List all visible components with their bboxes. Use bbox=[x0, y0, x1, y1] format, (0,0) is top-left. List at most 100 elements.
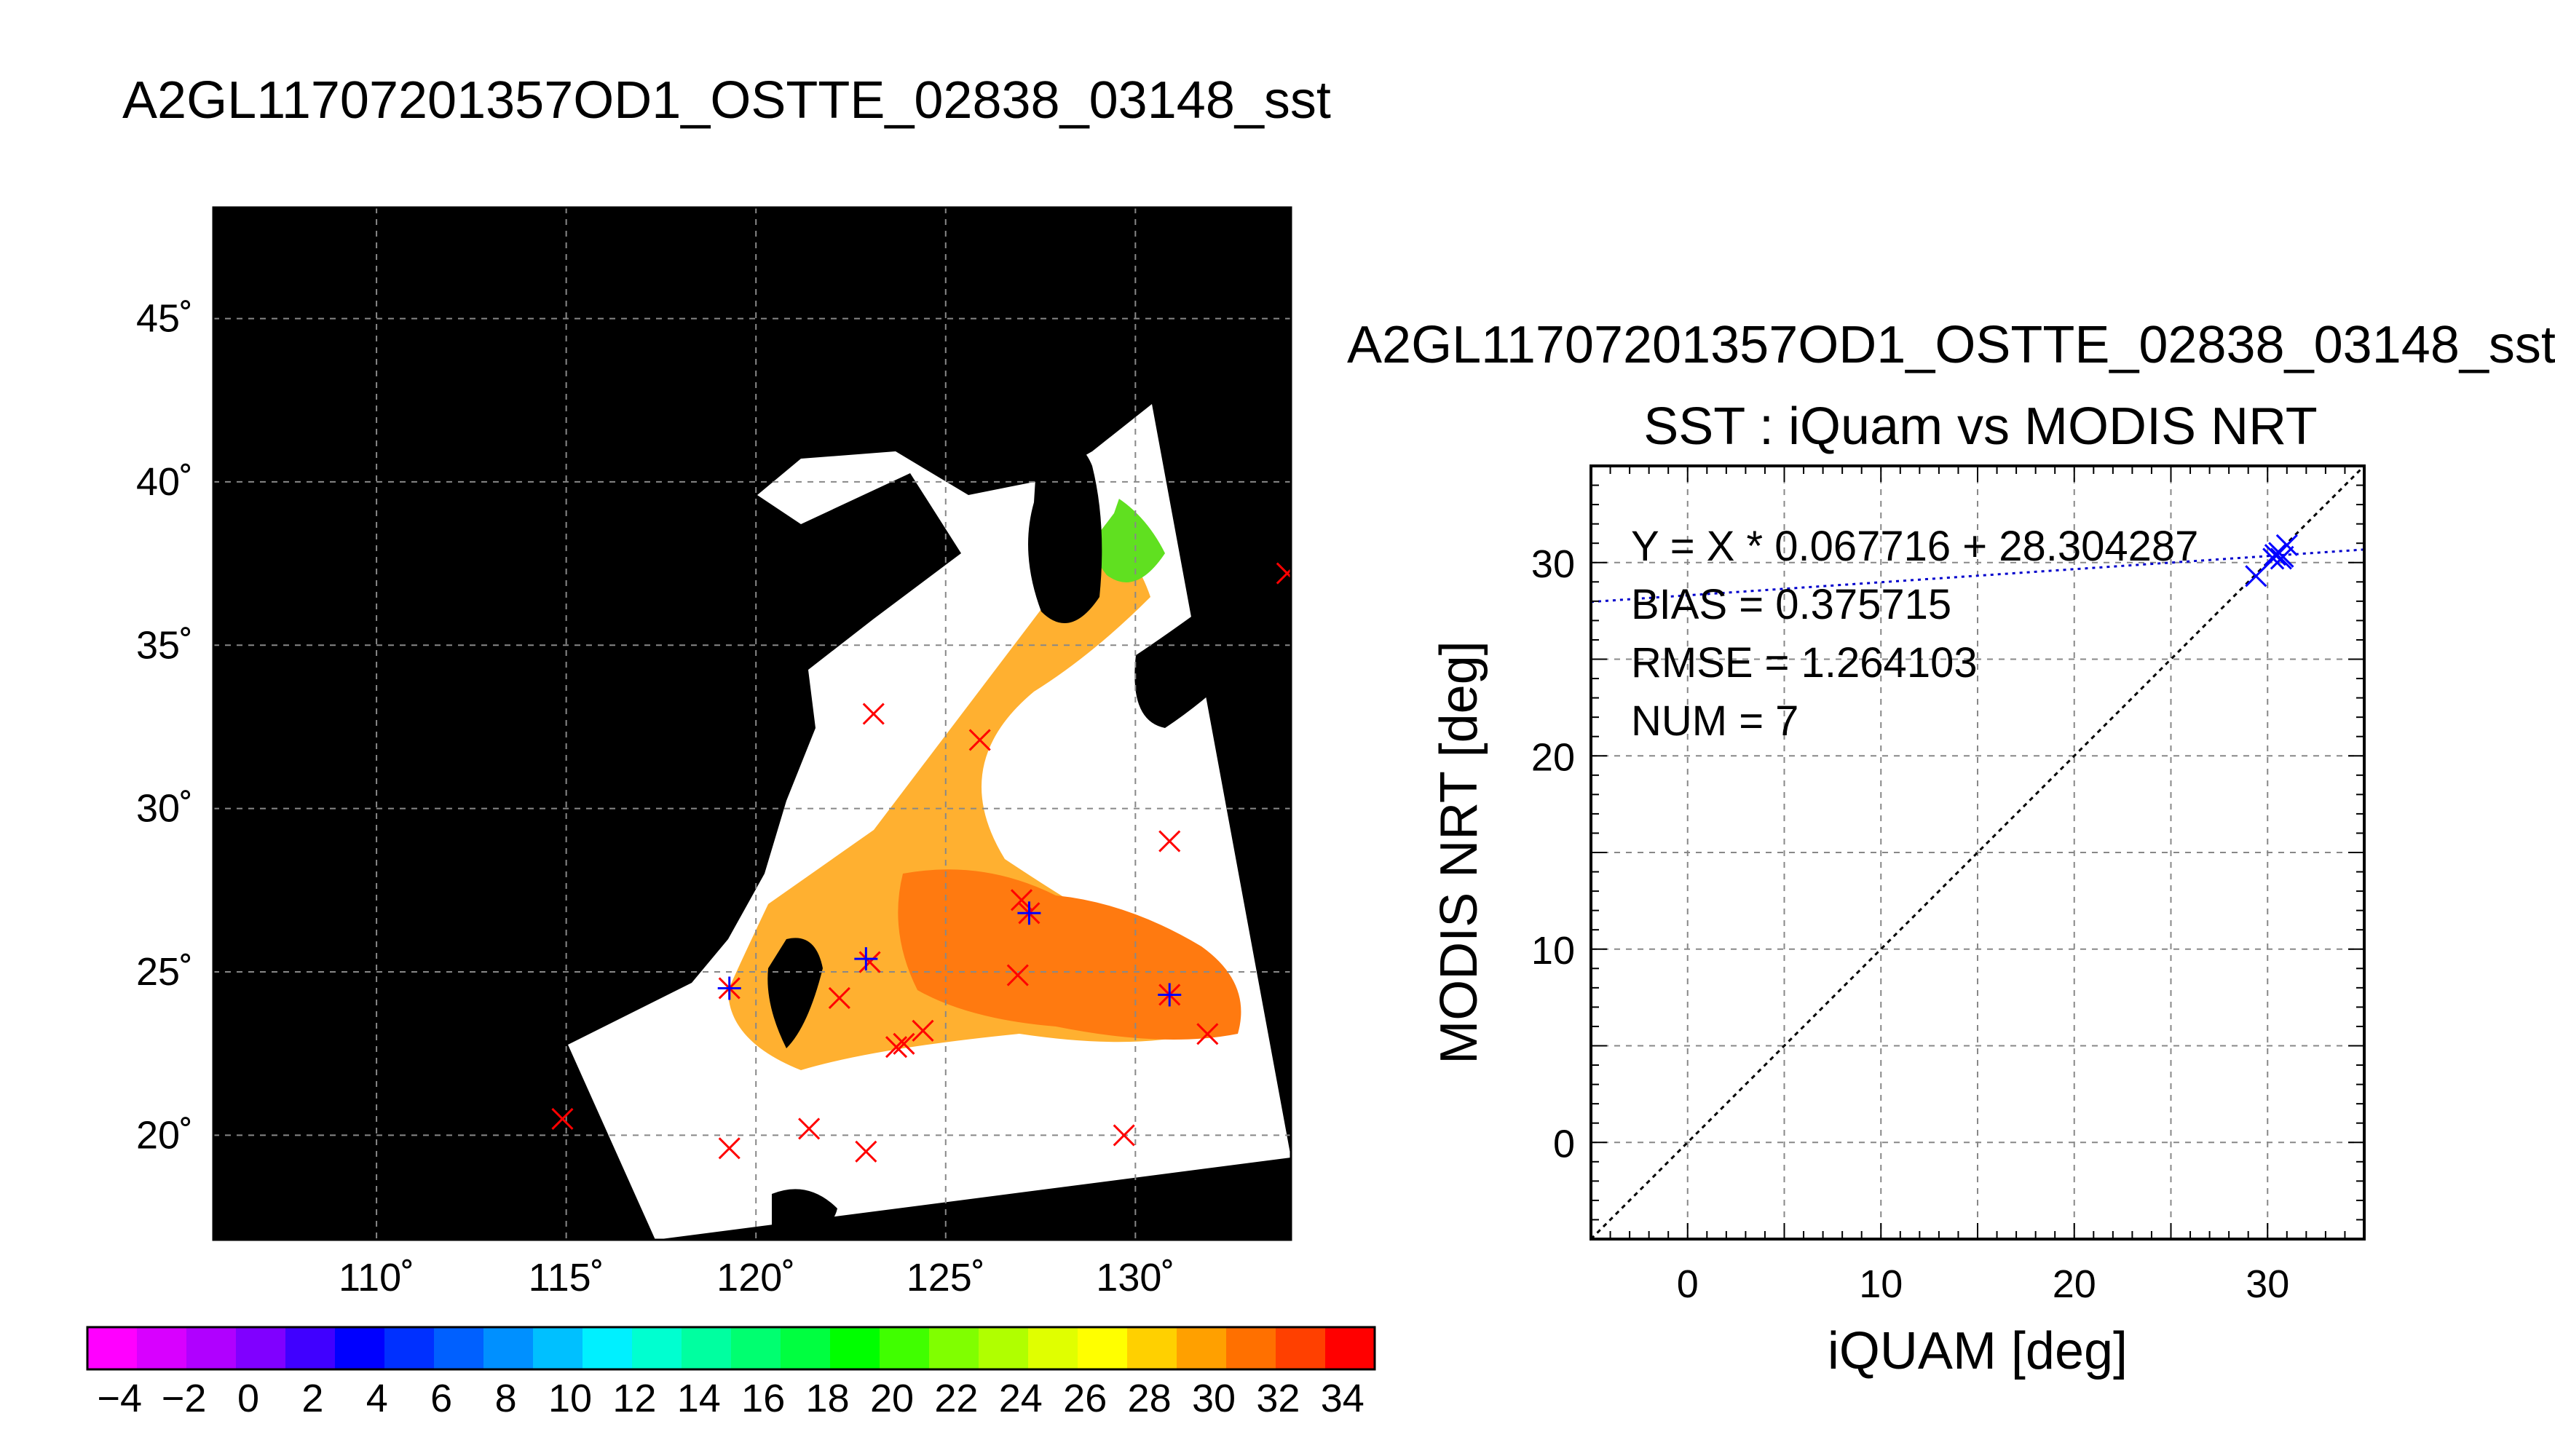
colorbar-tick-label: 34 bbox=[1321, 1377, 1365, 1420]
map-content bbox=[213, 207, 1291, 1240]
scatter-x-tick-labels: 0 10 20 30 bbox=[1677, 1262, 2290, 1306]
colorbar-tick-label: 18 bbox=[806, 1377, 850, 1420]
map-red-marker bbox=[718, 1137, 741, 1160]
marker-stroke bbox=[885, 1036, 908, 1059]
colorbar-tick-label: 24 bbox=[999, 1377, 1043, 1420]
stat-bias: BIAS = 0.375715 bbox=[1631, 581, 1951, 628]
map-red-marker bbox=[1113, 1124, 1135, 1147]
colorbar-cell bbox=[1325, 1327, 1375, 1369]
map-red-marker bbox=[551, 1107, 574, 1131]
marker-stroke bbox=[1113, 1124, 1135, 1147]
colorbar-cell bbox=[880, 1327, 930, 1369]
identity-line bbox=[1591, 466, 2364, 1239]
map-lat-tick-label: 45˚ bbox=[136, 297, 193, 341]
scatter-y-tick-label: 0 bbox=[1553, 1122, 1575, 1166]
colorbar-cell bbox=[236, 1327, 286, 1369]
colorbar-tick-label: 26 bbox=[1063, 1377, 1107, 1420]
map-red-markers bbox=[551, 562, 1291, 1163]
colorbar-tick-label: 10 bbox=[548, 1377, 592, 1420]
fit-line bbox=[1591, 548, 2364, 604]
marker-stroke bbox=[551, 1107, 574, 1131]
map-lon-tick-label: 110˚ bbox=[339, 1256, 414, 1299]
colorbar-cell bbox=[285, 1327, 336, 1369]
scatter-y-tick-label: 30 bbox=[1531, 542, 1575, 586]
colorbar-cell bbox=[87, 1327, 138, 1369]
colorbar-tick-label: 20 bbox=[870, 1377, 914, 1420]
scatter-x-tick-label: 0 bbox=[1677, 1262, 1699, 1306]
map-red-marker bbox=[828, 986, 850, 1009]
marker-stroke bbox=[2264, 544, 2286, 566]
colorbar-cell bbox=[434, 1327, 484, 1369]
map-lon-labels: 110˚ 115˚ 120˚ 125˚ 130˚ bbox=[339, 1256, 1174, 1299]
map-red-marker bbox=[1006, 964, 1029, 986]
colorbar-tick-label: 32 bbox=[1256, 1377, 1300, 1420]
map-red-marker bbox=[1158, 830, 1181, 852]
colorbar: −4 −2 0 2 4 6 8 10 12 14 16 18 20 22 24 26 28 30 32 34 bbox=[86, 1326, 1376, 1420]
map-lat-tick-label: 30˚ bbox=[136, 787, 193, 831]
map-red-marker bbox=[858, 951, 881, 973]
marker-stroke bbox=[798, 1117, 821, 1140]
map-blue-marker bbox=[1017, 901, 1041, 925]
colorbar-cell bbox=[682, 1327, 732, 1369]
map-red-marker bbox=[862, 703, 885, 725]
colorbar-tick-label: 14 bbox=[677, 1377, 721, 1420]
map-grid bbox=[213, 207, 1291, 1240]
map-blue-marker bbox=[1158, 983, 1182, 1007]
colorbar-tick-label: 30 bbox=[1192, 1377, 1236, 1420]
marker-stroke bbox=[912, 1019, 934, 1042]
map-red-marker bbox=[798, 1117, 821, 1140]
map-lon-tick-label: 125˚ bbox=[907, 1256, 985, 1299]
map-lat-labels: 20˚ 25˚ 30˚ 35˚ 40˚ 45˚ bbox=[136, 297, 193, 1158]
colorbar-cell bbox=[1127, 1327, 1177, 1369]
map-blue-marker bbox=[854, 947, 878, 971]
scatter-points bbox=[2245, 534, 2298, 587]
map-red-marker bbox=[893, 1032, 915, 1055]
scatter-point bbox=[2270, 547, 2292, 570]
scatter-point bbox=[2245, 565, 2267, 587]
colorbar-tick-label: 0 bbox=[237, 1377, 259, 1420]
map-red-marker bbox=[855, 1140, 877, 1163]
map-red-marker bbox=[968, 729, 991, 751]
colorbar-tick-label: −2 bbox=[162, 1377, 207, 1420]
scatter-y-label: MODIS NRT [deg] bbox=[1430, 641, 1488, 1064]
colorbar-cell bbox=[186, 1327, 237, 1369]
colorbar-tick-label: 28 bbox=[1128, 1377, 1172, 1420]
map-lon-tick-label: 115˚ bbox=[529, 1256, 604, 1299]
colorbar-tick-label: 12 bbox=[612, 1377, 656, 1420]
colorbar-cell bbox=[1078, 1327, 1128, 1369]
scatter-y-tick-label: 10 bbox=[1531, 929, 1575, 973]
colorbar-cell bbox=[1276, 1327, 1326, 1369]
colorbar-tick-label: −4 bbox=[97, 1377, 142, 1420]
scatter-x-label: iQUAM [deg] bbox=[1828, 1322, 2128, 1380]
map-lon-tick-label: 120˚ bbox=[716, 1256, 795, 1299]
marker-stroke bbox=[2270, 547, 2292, 570]
colorbar-cell bbox=[583, 1327, 633, 1369]
stat-fit-equation: Y = X * 0.067716 + 28.304287 bbox=[1631, 523, 2198, 570]
scatter-x-tick-label: 20 bbox=[2053, 1262, 2096, 1306]
colorbar-cell bbox=[335, 1327, 385, 1369]
map-lat-tick-label: 20˚ bbox=[136, 1113, 193, 1157]
scatter-panel: A2GL11707201357OD1_OSTTE_02838_03148_sst… bbox=[1347, 316, 2555, 1380]
scatter-y-tick-labels: 0 10 20 30 bbox=[1531, 542, 1575, 1166]
colorbar-tick-label: 8 bbox=[495, 1377, 517, 1420]
scatter-minor-ticks bbox=[1590, 465, 2365, 1240]
korea-landmass bbox=[1028, 440, 1102, 623]
marker-stroke bbox=[855, 1140, 877, 1163]
marker-stroke bbox=[2275, 534, 2298, 556]
scatter-point bbox=[2275, 534, 2298, 556]
marker-stroke bbox=[1006, 964, 1029, 986]
colorbar-cell bbox=[731, 1327, 781, 1369]
scatter-subtitle: A2GL11707201357OD1_OSTTE_02838_03148_sst bbox=[1347, 316, 2555, 374]
colorbar-tick-label: 6 bbox=[430, 1377, 452, 1420]
marker-stroke bbox=[1196, 1023, 1219, 1045]
marker-stroke bbox=[2245, 565, 2267, 587]
map-red-marker bbox=[885, 1036, 908, 1059]
map-red-marker bbox=[1196, 1023, 1219, 1045]
sst-hot-core bbox=[898, 869, 1241, 1040]
colorbar-cell bbox=[533, 1327, 583, 1369]
taiwan-landmass bbox=[767, 938, 823, 1048]
colorbar-tick-label: 4 bbox=[366, 1377, 388, 1420]
marker-stroke bbox=[718, 1137, 741, 1160]
colorbar-cells bbox=[87, 1327, 1375, 1369]
